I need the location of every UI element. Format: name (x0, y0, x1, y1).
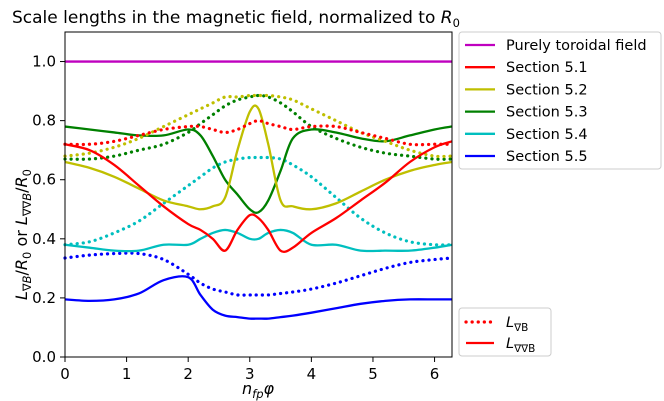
y-tick-label: 0.0 (32, 348, 56, 366)
legend-style-label: L∇∇B (506, 336, 535, 355)
legend-main-label: Section 5.4 (506, 127, 588, 143)
legend-style-symbol: L (506, 336, 514, 352)
series-line-section-5-3 (64, 125, 453, 214)
series-line-section-5-2-l-b (63, 93, 454, 159)
series-line-section-5-3-l-b (63, 93, 454, 161)
legend-main-label: Section 5.5 (506, 149, 588, 165)
x-tick-label: 4 (307, 365, 317, 383)
x-axis-label: nfpφ (242, 379, 275, 401)
y-tick-label: 1.0 (32, 53, 56, 71)
x-axis-ticks: 0 1 2 3 4 5 6 (60, 357, 439, 383)
legend-main-box (458, 31, 662, 170)
chart-title-subscript: 0 (453, 16, 460, 30)
legend-main-label: Purely toroidal field (506, 38, 647, 54)
series-layer (63, 60, 454, 320)
legend-main-label: Section 5.2 (506, 82, 588, 98)
series-line-section-5-1 (64, 140, 453, 253)
series-line-section-5-5 (64, 275, 452, 320)
series-line-section-5-1-l-b (63, 119, 454, 147)
x-tick-label: 1 (122, 365, 132, 383)
plot-frame (64, 31, 453, 358)
chart-title-text: Scale lengths in the magnetic field, nor… (12, 8, 441, 28)
legend-style-subscript: ∇∇B (513, 343, 535, 355)
x-tick-label: 2 (183, 365, 193, 383)
x-tick-label: 3 (245, 365, 255, 383)
series-line-section-5-4-l-b (63, 155, 454, 247)
legend-main-label: Section 5.1 (506, 60, 588, 76)
y-axis-label: L∇B/R0 or L∇∇B/R0 (12, 169, 34, 300)
series-line-section-5-5-l-b (63, 251, 454, 297)
chart-title: Scale lengths in the magnetic field, nor… (12, 8, 460, 30)
legend-main: Purely toroidal field Section 5.1 Section … (458, 31, 662, 170)
legend-main-label: Section 5.3 (506, 105, 588, 121)
series-line-section-5-4 (64, 228, 453, 253)
y-tick-label: 0.2 (32, 289, 56, 307)
chart-title-symbol: R (441, 8, 453, 28)
y-axis-ticks: 0.0 0.2 0.4 0.6 0.8 1.0 (32, 53, 65, 366)
x-tick-label: 6 (430, 365, 440, 383)
x-tick-label: 5 (368, 365, 378, 383)
legend-style-box (458, 307, 552, 357)
legend-style: L∇BL∇∇B (458, 307, 552, 357)
x-tick-label: 0 (60, 365, 70, 383)
legend-style-label: L∇B (506, 315, 528, 334)
y-tick-label: 0.6 (32, 171, 56, 189)
legend-style-subscript: ∇B (513, 322, 528, 334)
plot-area (65, 32, 452, 357)
y-tick-label: 0.4 (32, 230, 56, 248)
y-tick-label: 0.8 (32, 112, 56, 130)
legend-style-symbol: L (506, 315, 514, 331)
